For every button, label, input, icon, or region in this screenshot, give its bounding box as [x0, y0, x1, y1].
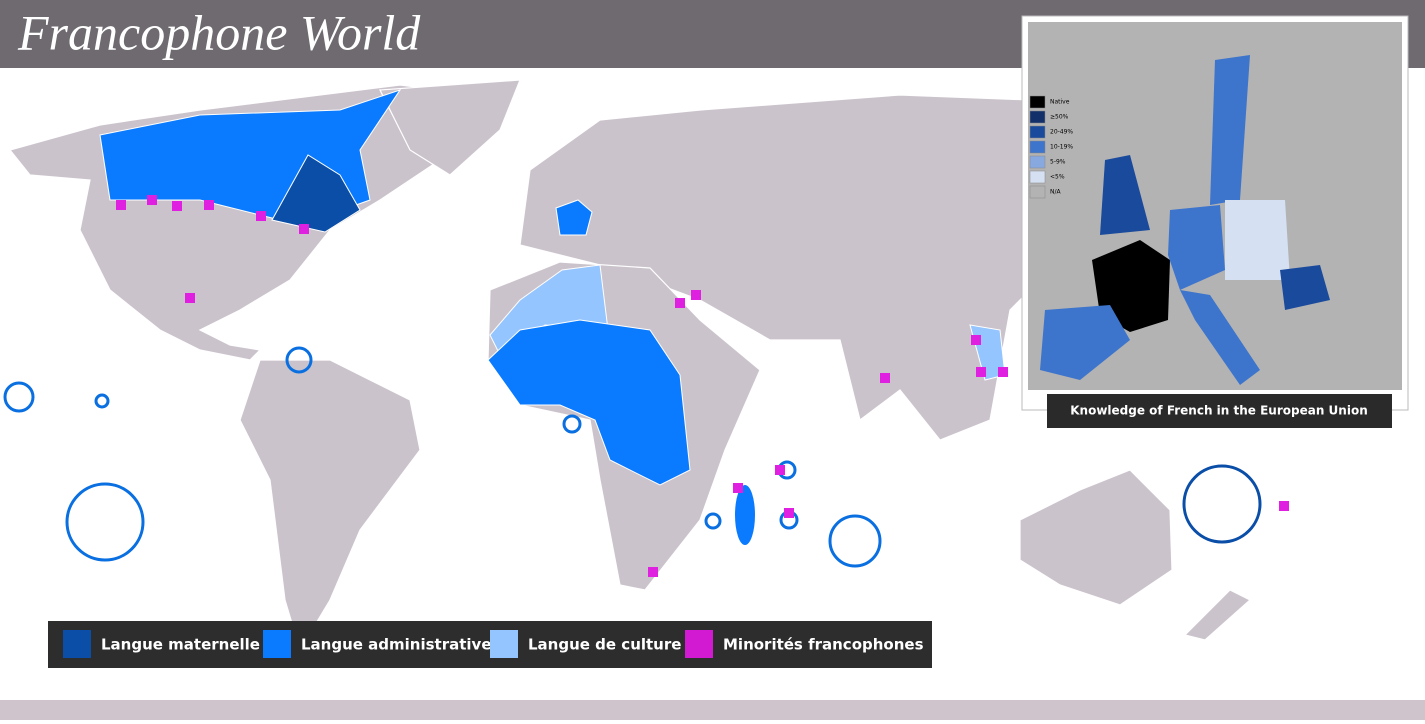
inset-romania — [1280, 265, 1330, 310]
footer-strip — [0, 700, 1425, 720]
inset-central — [1168, 205, 1225, 290]
island-marker — [94, 393, 110, 409]
legend-label: Minorités francophones — [723, 636, 924, 654]
new-zealand — [1183, 589, 1252, 641]
minority-markers — [116, 195, 1289, 577]
island-marker — [3, 381, 35, 413]
inset-legend-swatch — [1029, 170, 1046, 184]
inset-legend-swatch — [1029, 125, 1046, 139]
inset-legend-swatch — [1029, 185, 1046, 199]
australia — [1019, 469, 1173, 606]
legend-swatch — [490, 630, 518, 658]
inset-legend-label: 20-49% — [1050, 129, 1073, 136]
legend-swatch — [63, 630, 91, 658]
inset: Knowledge of French in the European Unio… — [1021, 15, 1409, 428]
island-marker — [285, 346, 313, 374]
island-marker — [704, 512, 722, 530]
island-marker — [1182, 464, 1262, 544]
inset-legend-swatch — [1029, 110, 1046, 124]
island-marker — [65, 482, 145, 562]
france — [555, 199, 593, 236]
inset-legend-label: ≥50% — [1050, 114, 1069, 121]
main-legend: Langue maternelle Langue administrative La… — [48, 621, 932, 668]
legend-swatch — [263, 630, 291, 658]
inset-caption-box — [1047, 394, 1392, 428]
inset-legend-label: 5-9% — [1050, 159, 1066, 166]
inset-legend-swatch — [1029, 95, 1046, 109]
inset-east — [1225, 200, 1290, 280]
legend-label: Langue de culture — [528, 636, 681, 654]
island-marker — [828, 514, 882, 568]
inset-legend-swatch — [1029, 140, 1046, 154]
legend-swatch — [685, 630, 713, 658]
greenland — [379, 79, 521, 176]
inset-legend-label: Native — [1050, 99, 1070, 106]
south-america — [239, 359, 421, 652]
island-marker — [562, 414, 582, 434]
inset-legend-swatch — [1029, 155, 1046, 169]
inset-legend-label: 10-19% — [1050, 144, 1073, 151]
world-map — [3, 79, 1289, 652]
inset-scandinavia — [1210, 55, 1250, 205]
madagascar — [735, 485, 755, 545]
inset-legend-label: N/A — [1050, 189, 1062, 196]
legend-label: Langue administrative — [301, 636, 492, 654]
inset-iberia — [1040, 305, 1130, 380]
inset-uk — [1100, 155, 1150, 235]
eurasia — [519, 94, 1031, 441]
quebec — [271, 154, 361, 233]
inset-legend-label: <5% — [1050, 174, 1065, 181]
inset-italy — [1180, 290, 1260, 385]
inset-title: Knowledge of French in the European Unio… — [1070, 404, 1368, 418]
legend-label: Langue maternelle — [101, 636, 260, 654]
west-central-africa — [487, 319, 691, 486]
page-title: Francophone World — [17, 4, 421, 60]
